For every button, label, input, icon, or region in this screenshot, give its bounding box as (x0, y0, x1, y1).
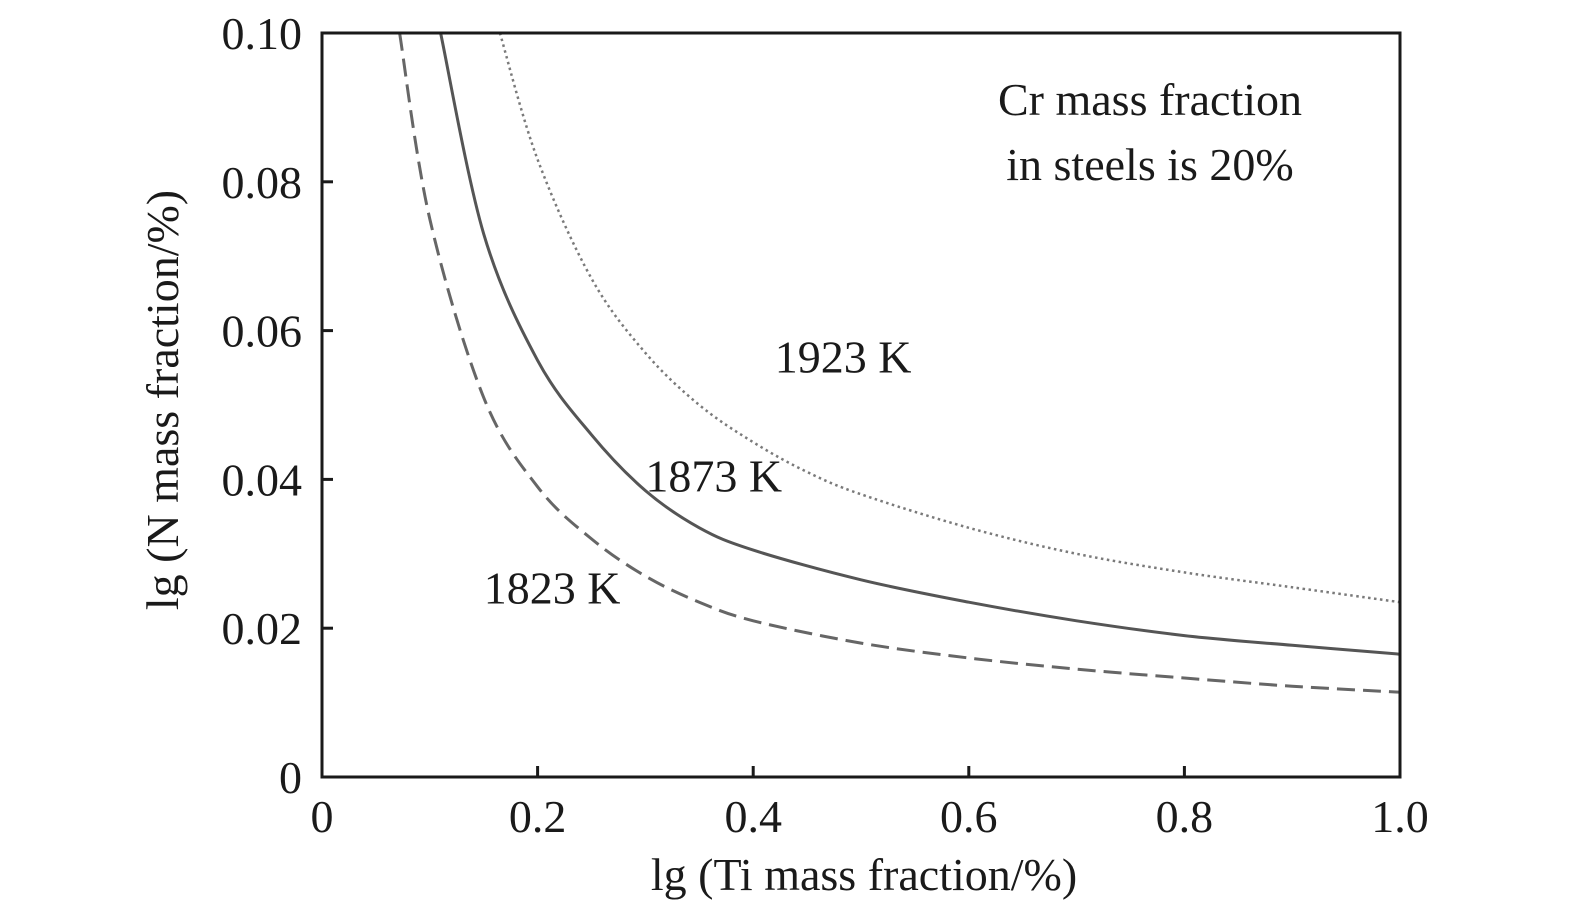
series-line-1923-k (498, 32, 1401, 604)
y-tick-label: 0.04 (222, 454, 303, 505)
x-tick-label: 0.8 (1156, 791, 1214, 842)
x-axis: 0 0.2 0.4 0.6 0.8 1.0 (311, 766, 1429, 842)
annotation-line-1: Cr mass fraction (998, 74, 1302, 125)
x-axis-title: lg (Ti mass fraction/%) (651, 849, 1077, 900)
y-axis-title: lg (N mass fraction/%) (137, 190, 188, 610)
annotation-line-2: in steels is 20% (1006, 139, 1293, 190)
curve-label: 1823 K (484, 562, 621, 613)
y-axis: 0 0.02 0.04 0.06 0.08 0.10 (222, 8, 333, 803)
y-tick-label: 0.10 (222, 8, 303, 59)
y-tick-label: 0 (279, 752, 302, 803)
series-line-1873-k (439, 32, 1401, 656)
y-tick-label: 0.02 (222, 603, 303, 654)
x-tick-label: 0 (311, 791, 334, 842)
x-tick-label: 0.4 (724, 791, 782, 842)
x-tick-label: 0.6 (940, 791, 998, 842)
y-tick-label: 0.08 (222, 157, 303, 208)
plot-frame (320, 31, 1402, 779)
curves-layer (398, 32, 1401, 694)
y-tick-label: 0.06 (222, 306, 303, 357)
curve-label: 1923 K (775, 332, 912, 383)
curve-labels: 1923 K 1873 K 1823 K (484, 332, 912, 614)
series-line-1823-k (398, 32, 1401, 694)
curve-label: 1873 K (645, 451, 782, 502)
x-tick-label: 1.0 (1371, 791, 1429, 842)
x-tick-label: 0.2 (509, 791, 567, 842)
